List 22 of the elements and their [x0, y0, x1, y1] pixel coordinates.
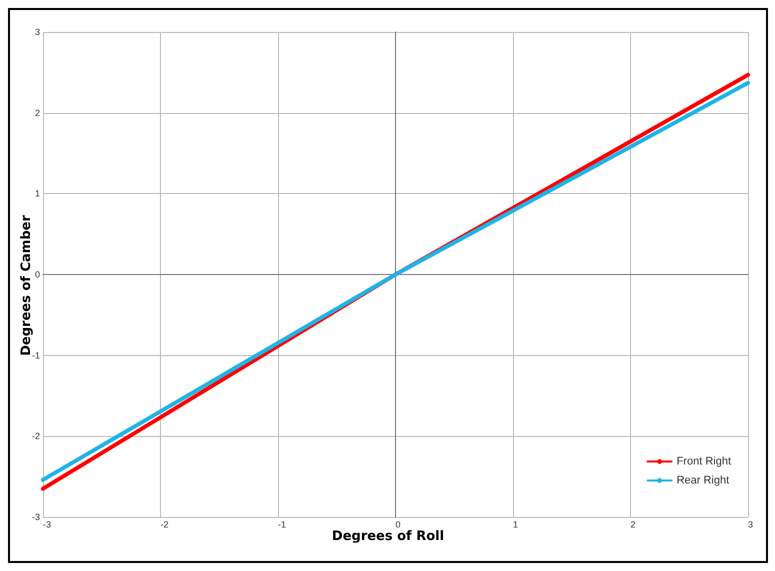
y-tick-label: 2: [34, 108, 40, 118]
x-tick-label: -2: [160, 520, 169, 530]
x-axis-title: Degrees of Roll: [332, 529, 444, 544]
y-tick-label: 0: [34, 270, 40, 280]
y-tick-label: -1: [32, 350, 40, 360]
x-tick-label: 1: [513, 520, 518, 530]
point: [41, 478, 45, 482]
y-tick-label: 3: [34, 27, 40, 37]
x-tick-label: 2: [630, 520, 636, 530]
x-tick-label: -1: [278, 520, 286, 530]
x-tick-label: -3: [43, 520, 52, 530]
point: [41, 486, 45, 491]
legend-label: Rear Right: [676, 474, 730, 486]
x-tick-label: 0: [396, 520, 401, 530]
y-tick-label: -2: [32, 431, 40, 442]
y-axis-title: Degrees of Camber: [19, 214, 34, 356]
y-tick-label: 1: [34, 188, 40, 199]
legend-label: Front Right: [676, 456, 732, 468]
point: [746, 72, 750, 77]
point: [746, 80, 750, 85]
x-tick-label: 3: [748, 520, 754, 530]
y-tick-label: -3: [32, 512, 40, 522]
